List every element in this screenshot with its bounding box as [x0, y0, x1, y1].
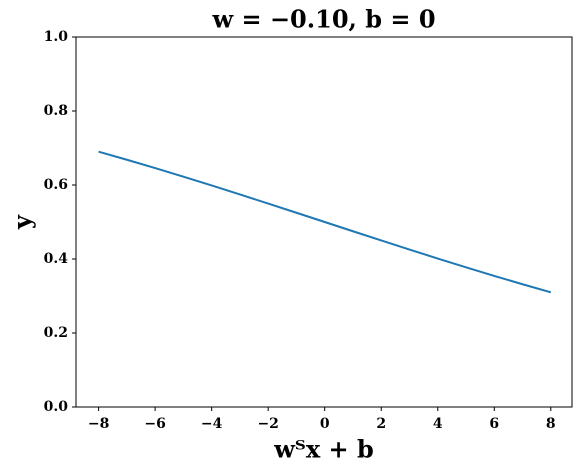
- y-tick-label: 0.6: [44, 177, 68, 193]
- x-tick-label: −2: [257, 416, 278, 432]
- x-tick-label: 4: [433, 416, 443, 432]
- y-axis-label: y: [8, 214, 37, 230]
- x-tick-label: −8: [88, 416, 109, 432]
- x-tick-label: 8: [546, 416, 556, 432]
- x-axis-label: wᵀx + b: [273, 435, 373, 464]
- line-series: [98, 150, 552, 294]
- y-tick-label: 0.4: [44, 251, 69, 267]
- y-tick-label: 0.0: [44, 399, 69, 415]
- x-tick-label: 6: [489, 416, 499, 432]
- y-tick-label: 0.2: [44, 325, 68, 341]
- plot-frame: [75, 36, 573, 408]
- x-tick-label: 0: [320, 416, 330, 432]
- x-tick-label: 2: [376, 416, 386, 432]
- x-tick-label: −4: [201, 416, 223, 432]
- y-tick-label: 0.8: [44, 103, 68, 119]
- chart-title: w = −0.10, b = 0: [211, 5, 435, 34]
- y-tick-label: 1.0: [44, 29, 69, 45]
- x-tick-label: −6: [144, 416, 165, 432]
